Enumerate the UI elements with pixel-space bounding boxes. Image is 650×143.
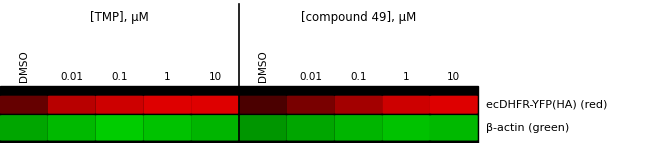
Text: [compound 49], μM: [compound 49], μM [301, 11, 416, 24]
FancyBboxPatch shape [191, 96, 239, 114]
FancyBboxPatch shape [0, 96, 48, 114]
Text: [TMP], μM: [TMP], μM [90, 11, 149, 24]
Bar [0, 86, 478, 143]
FancyBboxPatch shape [191, 115, 239, 141]
Text: 1: 1 [164, 72, 170, 82]
Text: DMSO: DMSO [258, 50, 268, 82]
FancyBboxPatch shape [287, 115, 334, 141]
FancyBboxPatch shape [143, 96, 191, 114]
FancyBboxPatch shape [96, 115, 143, 141]
Text: 10: 10 [209, 72, 222, 82]
FancyBboxPatch shape [382, 115, 430, 141]
FancyBboxPatch shape [430, 96, 478, 114]
Text: 0.01: 0.01 [60, 72, 83, 82]
Text: 10: 10 [447, 72, 460, 82]
FancyBboxPatch shape [382, 96, 430, 114]
FancyBboxPatch shape [239, 96, 287, 114]
FancyBboxPatch shape [0, 115, 48, 141]
FancyBboxPatch shape [239, 115, 287, 141]
FancyBboxPatch shape [334, 115, 382, 141]
Text: β-actin (green): β-actin (green) [486, 123, 569, 133]
FancyBboxPatch shape [287, 96, 334, 114]
Text: 1: 1 [403, 72, 410, 82]
FancyBboxPatch shape [143, 115, 191, 141]
FancyBboxPatch shape [430, 115, 478, 141]
Text: 0.1: 0.1 [350, 72, 367, 82]
Text: 0.01: 0.01 [299, 72, 322, 82]
Text: 0.1: 0.1 [111, 72, 127, 82]
Text: DMSO: DMSO [19, 50, 29, 82]
Text: ecDHFR-YFP(HA) (red): ecDHFR-YFP(HA) (red) [486, 100, 608, 110]
FancyBboxPatch shape [48, 115, 96, 141]
FancyBboxPatch shape [48, 96, 96, 114]
FancyBboxPatch shape [96, 96, 143, 114]
FancyBboxPatch shape [334, 96, 382, 114]
